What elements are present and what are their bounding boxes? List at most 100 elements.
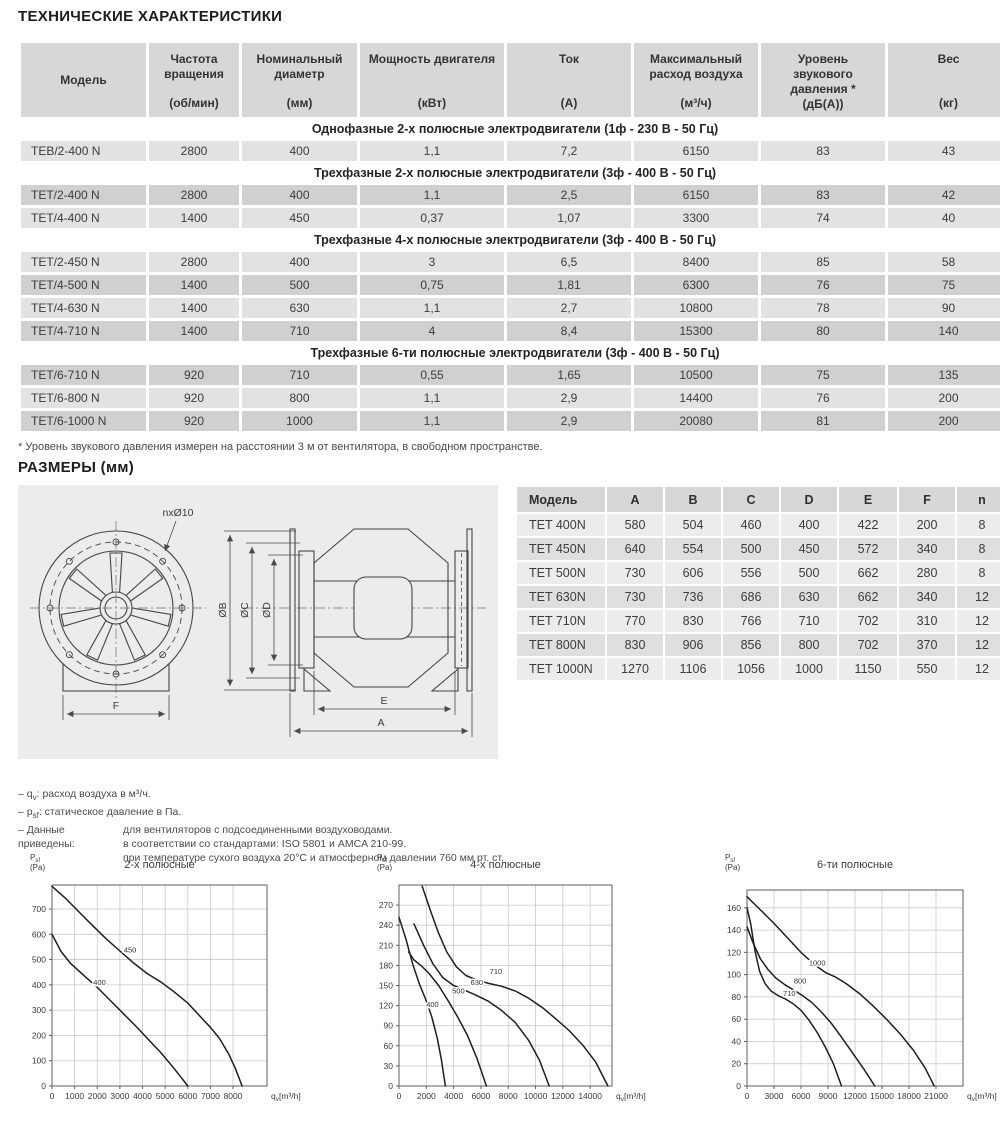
y-axis-label: Psf	[377, 853, 387, 864]
dims-value-cell: 500	[723, 538, 779, 560]
svg-text:90: 90	[384, 1021, 394, 1031]
spec-value-cell: 630	[242, 298, 357, 318]
spec-value-cell: 40	[888, 208, 1000, 228]
spec-value-cell: 15300	[634, 321, 758, 341]
spec-model-cell: TEB/2-400 N	[21, 141, 146, 161]
dims-data-row: TET 1000N 1270 1106 1056 1000 1150 550 12	[517, 658, 1000, 680]
spec-section-row: Трехфазные 2-х полюсные электродвигатели…	[21, 164, 1000, 182]
dims-value-cell: 1106	[665, 658, 721, 680]
note-prefix: – Данные приведены:	[18, 824, 75, 851]
svg-text:40: 40	[732, 1036, 742, 1046]
spec-value-cell: 140	[888, 321, 1000, 341]
dimension-lines	[62, 520, 473, 737]
spec-column-header: Номинальный диаметр (мм)	[242, 43, 357, 117]
dims-value-cell: 606	[665, 562, 721, 584]
spec-section-title: Трехфазные 4-х полюсные электродвигатели…	[21, 231, 1000, 249]
chart-plot-border	[51, 884, 268, 1087]
y-axis-label: Psf	[30, 853, 40, 864]
svg-text:8000: 8000	[499, 1091, 518, 1101]
spec-value-cell: 78	[761, 298, 885, 318]
spec-value-cell: 2,9	[507, 388, 631, 408]
dims-value-cell: 8	[957, 514, 1000, 536]
spec-value-cell: 8400	[634, 252, 758, 272]
spec-value-cell: 6,5	[507, 252, 631, 272]
dims-value-cell: 500	[781, 562, 837, 584]
dims-model-cell: TET 1000N	[517, 658, 605, 680]
spec-value-cell: 1400	[149, 321, 239, 341]
spec-header-label: Ток	[559, 52, 579, 66]
casing-outline	[313, 528, 449, 688]
svg-text:0: 0	[41, 1081, 46, 1091]
chart-gridlines	[399, 885, 612, 1086]
spec-value-cell: 920	[149, 388, 239, 408]
svg-text:20: 20	[732, 1059, 742, 1069]
dims-value-cell: 12	[957, 610, 1000, 632]
curve-400	[398, 916, 447, 1087]
svg-text:2000: 2000	[88, 1091, 107, 1101]
spec-column-header: Мощность двигателя (кВт)	[360, 43, 504, 117]
svg-text:7000: 7000	[201, 1091, 220, 1101]
y-axis-label: Psf	[725, 853, 735, 864]
spec-value-cell: 400	[242, 141, 357, 161]
fan-curve-chart: 0 3000 6000 9000 12000 15000 18000 21000 0 20 40 60…	[725, 853, 997, 1103]
spec-value-cell: 0,75	[360, 275, 504, 295]
spec-column-header: Частота вращения (об/мин)	[149, 43, 239, 117]
spec-data-row: TET/4-710 N 1400 710 4 8,4 15300 80 140	[21, 321, 1000, 341]
dims-value-cell: 550	[899, 658, 955, 680]
spec-model-cell: TET/6-800 N	[21, 388, 146, 408]
spec-header-unit: (дБ(А))	[802, 97, 844, 111]
x-tick-labels: 0 1000 2000 3000 4000 5000 6000 7000 8000	[50, 1091, 243, 1101]
performance-charts: 0 1000 2000 3000 4000 5000 6000 7000 8000 0 100 200…	[0, 850, 1000, 1126]
spec-section-row: Трехфазные 4-х полюсные электродвигатели…	[21, 231, 1000, 249]
y-axis-unit: (Pa)	[377, 863, 392, 872]
dims-value-cell: 640	[607, 538, 663, 560]
spec-model-cell: TET/4-630 N	[21, 298, 146, 318]
spec-data-row: TEB/2-400 N 2800 400 1,1 7,2 6150 83 43	[21, 141, 1000, 161]
spec-header-unit: (об/мин)	[169, 96, 219, 110]
spec-header-label: Максимальный расход воздуха	[649, 52, 743, 81]
spec-value-cell: 1,07	[507, 208, 631, 228]
curve-label-500: 500	[452, 987, 465, 996]
spec-value-cell: 0,55	[360, 365, 504, 385]
spec-value-cell: 710	[242, 321, 357, 341]
x-axis-label: qv[m³/h]	[616, 1091, 646, 1103]
dims-model-cell: TET 800N	[517, 634, 605, 656]
outlet-flange	[466, 528, 473, 692]
spec-value-cell: 2800	[149, 185, 239, 205]
dims-value-cell: 340	[899, 586, 955, 608]
spec-section-title: Трехфазные 6-ти полюсные электродвигател…	[21, 344, 1000, 362]
spec-value-cell: 135	[888, 365, 1000, 385]
note-line: – qv: расход воздуха в м³/ч.	[18, 787, 504, 805]
dims-value-cell: 702	[839, 634, 897, 656]
spec-header-label: Номинальный диаметр	[256, 52, 343, 81]
spec-value-cell: 75	[888, 275, 1000, 295]
x-axis-label: qv[m³/h]	[967, 1091, 997, 1103]
fan-curve-chart: 0 2000 4000 6000 8000 10000 12000 14000 0 30 60 90 1…	[377, 853, 646, 1103]
spec-column-header: Ток (А)	[507, 43, 631, 117]
curve-label-400: 400	[93, 978, 106, 987]
spec-value-cell: 3300	[634, 208, 758, 228]
spec-data-row: TET/4-630 N 1400 630 1,1 2,7 10800 78 90	[21, 298, 1000, 318]
spec-value-cell: 43	[888, 141, 1000, 161]
note-continuation-line: для вентиляторов с подсоединенными возду…	[123, 824, 393, 837]
spec-header-label: Вес	[937, 52, 960, 66]
dims-value-cell: 710	[781, 610, 837, 632]
spec-value-cell: 76	[761, 275, 885, 295]
sound-level-footnote: * Уровень звукового давления измерен на …	[18, 441, 543, 453]
dims-data-row: TET 500N 730 606 556 500 662 280 8	[517, 562, 1000, 584]
svg-text:1000: 1000	[65, 1091, 84, 1101]
y-tick-labels: 0 30 60 90 120 150 180 210 240 270	[379, 900, 393, 1091]
dims-value-cell: 370	[899, 634, 955, 656]
curve-label-450: 450	[124, 946, 137, 955]
dims-value-cell: 8	[957, 538, 1000, 560]
chart-gridlines	[52, 885, 267, 1086]
spec-value-cell: 10500	[634, 365, 758, 385]
spec-value-cell: 2,9	[507, 411, 631, 431]
dims-value-cell: 580	[607, 514, 663, 536]
page-title: ТЕХНИЧЕСКИЕ ХАРАКТЕРИСТИКИ	[18, 8, 283, 25]
dims-column-header: n	[957, 487, 1000, 512]
spec-column-header: Модель	[21, 43, 146, 117]
spec-value-cell: 74	[761, 208, 885, 228]
spec-header-unit: (м³/ч)	[680, 96, 712, 110]
